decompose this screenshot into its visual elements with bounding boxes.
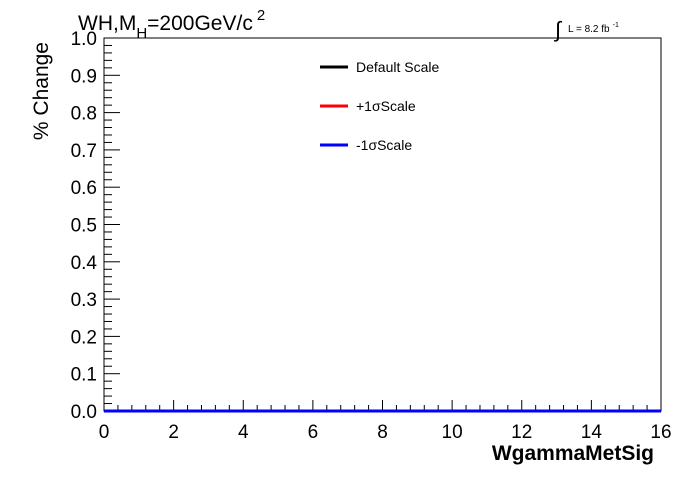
legend-label: +1σScale bbox=[356, 98, 416, 114]
y-tick-label: 0.5 bbox=[71, 216, 97, 237]
x-tick-label: 2 bbox=[168, 422, 179, 443]
title-main: WH,M bbox=[78, 12, 136, 35]
plot-frame bbox=[103, 37, 662, 412]
title-superscript: 2 bbox=[257, 7, 265, 24]
y-tick-label: 0.9 bbox=[71, 66, 97, 87]
y-axis-label: % Change bbox=[30, 42, 53, 140]
legend-label: Default Scale bbox=[356, 59, 439, 75]
x-tick-label: 16 bbox=[650, 422, 671, 443]
x-axis-ticks: 0 2 4 6 8 10 12 14 16 bbox=[99, 400, 672, 443]
title-subscript: H bbox=[136, 25, 147, 42]
title-rest: =200GeV/c bbox=[147, 12, 253, 35]
lumi-text: L = 8.2 fb bbox=[568, 24, 610, 35]
y-tick-label: 0.1 bbox=[71, 365, 97, 386]
x-tick-label: 14 bbox=[581, 422, 603, 443]
x-tick-label: 6 bbox=[308, 422, 319, 443]
y-tick-label: 0.4 bbox=[71, 253, 98, 274]
x-tick-label: 4 bbox=[238, 422, 249, 443]
y-tick-label: 0.3 bbox=[71, 290, 97, 311]
chart-title: WH,MH=200GeV/c 2 bbox=[78, 7, 265, 42]
y-tick-label: 0.0 bbox=[71, 402, 97, 423]
x-tick-label: 10 bbox=[442, 422, 463, 443]
y-axis-ticks: 0.0 0.1 0.2 0.3 0.4 0.5 0.6 0.7 0.8 0.9 1.0 bbox=[71, 29, 120, 423]
lumi-integral-sign: ∫ bbox=[553, 17, 563, 42]
lumi-superscript: -1 bbox=[613, 22, 619, 29]
x-axis-label: WgammaMetSig bbox=[492, 442, 654, 465]
y-tick-label: 1.0 bbox=[71, 29, 97, 50]
x-tick-label: 12 bbox=[511, 422, 532, 443]
lumi-label: L = 8.2 fb -1 bbox=[568, 22, 619, 35]
y-tick-label: 0.2 bbox=[71, 327, 97, 348]
x-tick-label: 8 bbox=[377, 422, 388, 443]
legend: Default Scale +1σScale -1σScale bbox=[320, 59, 439, 153]
x-tick-label: 0 bbox=[99, 422, 110, 443]
y-tick-label: 0.7 bbox=[71, 141, 97, 162]
legend-label: -1σScale bbox=[356, 137, 412, 153]
y-tick-label: 0.6 bbox=[71, 178, 97, 199]
y-tick-label: 0.8 bbox=[71, 104, 97, 125]
